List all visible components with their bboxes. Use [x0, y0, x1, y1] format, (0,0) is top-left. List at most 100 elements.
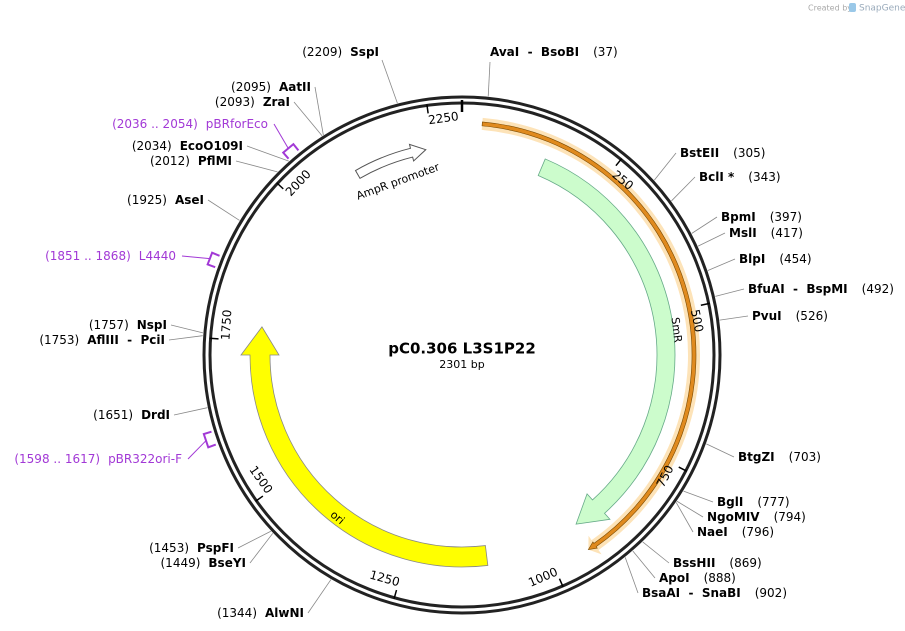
site-position: (2095) — [231, 80, 271, 94]
primer-mark — [206, 251, 220, 269]
tick-mark — [700, 302, 710, 306]
site-leader — [293, 101, 323, 137]
site-name: EcoO109I — [180, 139, 243, 153]
primer-mark — [202, 430, 217, 449]
site-position: (2093) — [215, 95, 255, 109]
site-name: BtgZI — [738, 450, 775, 464]
site-position: (796) — [742, 525, 774, 539]
site-leader — [168, 335, 203, 341]
site-position: (454) — [779, 252, 811, 266]
site-label: BtgZI (703) — [738, 450, 821, 464]
site-name: SspI — [350, 45, 379, 59]
tick-label: 1000 — [526, 565, 560, 590]
primer-name: pBR322ori-F — [108, 452, 182, 466]
site-name: NaeI — [697, 525, 728, 539]
tick-mark — [615, 158, 623, 167]
primer-mark — [281, 142, 300, 160]
site-position: (1449) — [161, 556, 201, 570]
plasmid-length: 2301 bp — [439, 358, 484, 371]
primer-label: (1851 .. 1868) L4440 — [45, 249, 176, 263]
site-leader — [707, 258, 736, 271]
tick-mark — [678, 466, 688, 472]
site-name: BclI * — [699, 170, 735, 184]
site-label: (1449) BseYI — [161, 556, 247, 570]
site-label: BglI (777) — [717, 495, 790, 509]
site-name: BglI — [717, 495, 743, 509]
site-leader — [642, 541, 670, 564]
site-label: (1651) DrdI — [93, 408, 170, 422]
created-by: Created by — [808, 4, 852, 13]
site-label: (2012) PflMI — [150, 154, 232, 168]
site-position: (1453) — [149, 541, 189, 555]
site-leader — [706, 443, 735, 458]
primer-range: (1851 .. 1868) — [45, 249, 131, 263]
site-name: BsaAI - SnaBI — [642, 586, 741, 600]
ori-arrow — [240, 326, 489, 568]
tick-label: 1750 — [218, 309, 234, 340]
site-label: NgoMIV (794) — [707, 510, 806, 524]
site-position: (305) — [733, 146, 765, 160]
site-leader — [249, 533, 274, 564]
site-name: ApoI — [659, 571, 690, 585]
site-position: (794) — [774, 510, 806, 524]
site-leader — [624, 557, 639, 594]
site-position: (869) — [729, 556, 761, 570]
site-position: (777) — [757, 495, 789, 509]
site-label: BfuAI - BspMI (492) — [748, 282, 894, 296]
site-name: ZraI — [263, 95, 290, 109]
tick-mark — [393, 589, 398, 599]
site-leader — [381, 59, 398, 104]
primer-label: (1598 .. 1617) pBR322ori-F — [14, 452, 182, 466]
site-leader — [715, 288, 745, 297]
site-position: (1651) — [93, 408, 133, 422]
site-label: (2093) ZraI — [215, 95, 290, 109]
primer-leader — [187, 440, 207, 460]
site-leader — [675, 502, 694, 533]
tick-mark — [276, 182, 284, 190]
brand-icon — [849, 3, 856, 12]
tick-label: 1250 — [368, 568, 401, 590]
site-label: (1757) NspI — [89, 318, 167, 332]
site-label: BstEII (305) — [680, 146, 765, 160]
primer-range: (2036 .. 2054) — [112, 117, 198, 131]
primer-name: L4440 — [139, 249, 176, 263]
site-label: MslI (417) — [729, 226, 803, 240]
promoter-arrow — [354, 143, 427, 180]
tick-label: 750 — [654, 463, 677, 490]
primer-range: (1598 .. 1617) — [14, 452, 100, 466]
site-leader — [170, 324, 204, 334]
site-name: PflMI — [198, 154, 232, 168]
site-label: BssHII (869) — [673, 556, 762, 570]
plasmid-name: pC0.306 L3S1P22 — [388, 340, 536, 358]
site-label: ApoI (888) — [659, 571, 736, 585]
site-label: (1753) AflIII - PciI — [39, 333, 165, 347]
feature-label: SmR — [669, 317, 685, 344]
site-leader — [207, 199, 240, 221]
site-position: (492) — [862, 282, 894, 296]
site-label: (2209) SspI — [302, 45, 379, 59]
site-position: (703) — [789, 450, 821, 464]
site-name: BlpI — [739, 252, 765, 266]
site-label: BpmI (397) — [721, 210, 802, 224]
site-leader — [697, 232, 726, 247]
feature-arrow — [481, 121, 697, 550]
tick-mark — [255, 495, 264, 502]
site-leader — [632, 550, 656, 579]
site-name: AlwNI — [265, 606, 304, 620]
site-name: PspFI — [197, 541, 234, 555]
site-position: (2209) — [302, 45, 342, 59]
site-leader — [235, 160, 278, 173]
site-position: (397) — [770, 210, 802, 224]
site-label: NaeI (796) — [697, 525, 774, 539]
site-leader — [691, 216, 718, 234]
brand: SnapGene — [859, 4, 905, 14]
site-name: AseI — [175, 193, 204, 207]
site-leader — [314, 86, 324, 136]
site-name: PvuI — [752, 309, 782, 323]
site-leader — [683, 490, 714, 503]
tick-label: 2250 — [427, 109, 459, 127]
site-name: BseYI — [208, 556, 246, 570]
site-leader — [173, 407, 208, 416]
site-position: (417) — [771, 226, 803, 240]
